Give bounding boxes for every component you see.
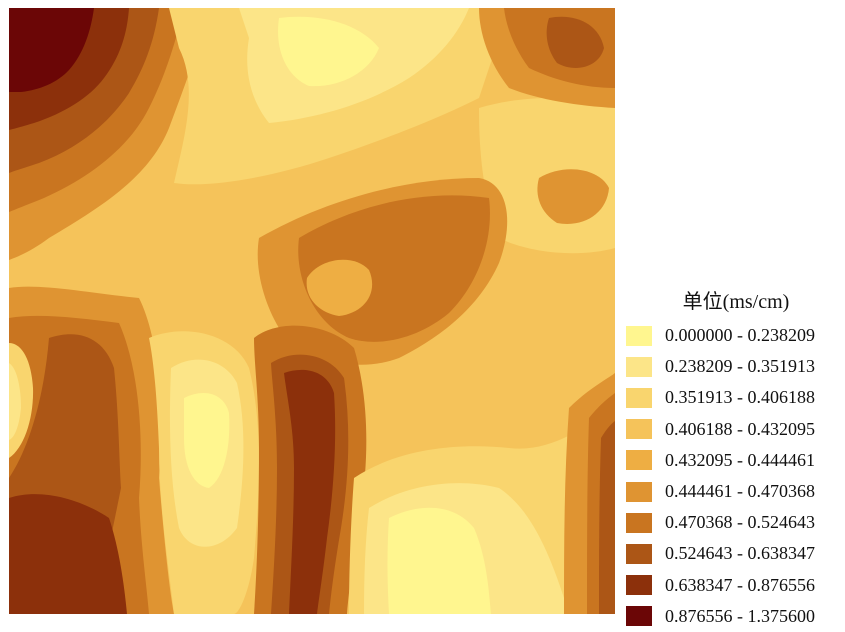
- legend-range-label: 0.000000 - 0.238209: [665, 325, 815, 346]
- zone-center-hole: [306, 259, 373, 316]
- legend-swatch: [626, 512, 652, 533]
- legend-range-label: 0.470368 - 0.524643: [665, 512, 815, 533]
- zone-right-blob: [537, 169, 609, 224]
- conductivity-map-canvas: [9, 8, 615, 614]
- legend-item: 0.351913 - 0.406188: [622, 382, 842, 413]
- zone-ll-4: [9, 494, 127, 614]
- zone-top-light-3: [278, 16, 379, 87]
- legend-range-label: 0.238209 - 0.351913: [665, 356, 815, 377]
- legend-range-label: 0.638347 - 0.876556: [665, 574, 815, 595]
- conductivity-map: [9, 8, 615, 614]
- legend-range-label: 0.351913 - 0.406188: [665, 387, 815, 408]
- legend-item: 0.406188 - 0.432095: [622, 414, 842, 445]
- legend-title: 单位(ms/cm): [682, 291, 790, 313]
- zone-lr-light-3: [387, 507, 491, 614]
- legend-item: 0.470368 - 0.524643: [622, 507, 842, 538]
- legend-item: 0.238209 - 0.351913: [622, 351, 842, 382]
- legend-range-label: 0.432095 - 0.444461: [665, 449, 815, 470]
- map-zones: [9, 8, 615, 614]
- legend-range-label: 0.524643 - 0.638347: [665, 543, 815, 564]
- legend-swatch: [626, 419, 652, 440]
- legend-range-label: 0.876556 - 1.375600: [665, 605, 815, 626]
- legend-swatch: [626, 450, 652, 471]
- zone-mid-dark-3: [284, 369, 336, 614]
- legend-swatch: [626, 481, 652, 502]
- legend-item: 0.524643 - 0.638347: [622, 538, 842, 569]
- legend: 单位(ms/cm) 0.000000 - 0.238209 0.238209 - …: [622, 284, 842, 632]
- legend-range-label: 0.444461 - 0.470368: [665, 481, 815, 502]
- legend-item: 0.444461 - 0.470368: [622, 476, 842, 507]
- legend-item: 0.432095 - 0.444461: [622, 445, 842, 476]
- legend-swatch: [626, 325, 652, 346]
- legend-range-label: 0.406188 - 0.432095: [665, 418, 815, 439]
- zone-tr-3: [546, 16, 604, 68]
- zone-re-3: [599, 421, 615, 614]
- legend-swatch: [626, 606, 652, 627]
- legend-item: 0.638347 - 0.876556: [622, 570, 842, 601]
- legend-item: 0.000000 - 0.238209: [622, 320, 842, 351]
- legend-swatch: [626, 575, 652, 596]
- legend-item: 0.876556 - 1.375600: [622, 601, 842, 632]
- legend-swatch: [626, 387, 652, 408]
- legend-swatch: [626, 543, 652, 564]
- zone-mid-light-3: [184, 393, 230, 488]
- zone-left-light-2: [9, 363, 21, 440]
- zone-ul-5: [9, 8, 94, 92]
- legend-rows: 0.000000 - 0.238209 0.238209 - 0.351913 0.…: [622, 320, 842, 632]
- legend-swatch: [626, 356, 652, 377]
